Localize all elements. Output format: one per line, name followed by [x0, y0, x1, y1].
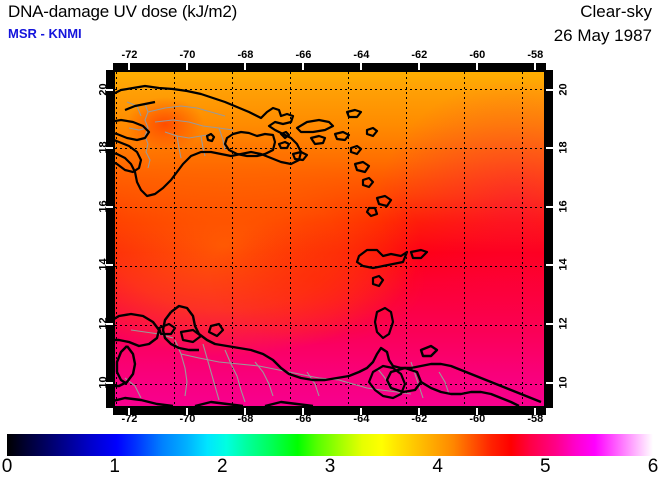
lat-tick-label-right: 12 [557, 317, 570, 330]
lon-tick-label-bottom: -60 [469, 413, 486, 425]
lat-tick-label-right: 20 [557, 82, 570, 96]
lat-tick-label-right: 18 [557, 141, 570, 154]
lon-tick-mark [244, 63, 246, 70]
lon-tick-label-top: -68 [237, 49, 254, 61]
lon-tick-mark [534, 408, 536, 415]
uv-dose-map[interactable] [113, 70, 546, 408]
lon-tick-mark [186, 63, 188, 70]
lat-tick-label-right: 10 [557, 375, 570, 389]
lon-tick-mark [128, 408, 130, 415]
page-title: DNA-damage UV dose (kJ/m2) [8, 2, 238, 21]
lon-tick-label-top: -70 [179, 49, 196, 61]
lon-tick-mark [360, 408, 362, 415]
colorbar-tick-label: 3 [324, 456, 336, 477]
lon-tick-label-bottom: -68 [237, 413, 254, 425]
lon-tick-mark [360, 63, 362, 70]
lon-tick-label-bottom: -70 [179, 413, 196, 425]
lat-tick-mark [546, 206, 553, 208]
colorbar-tick-label: 5 [540, 456, 551, 477]
sky-condition-label: Clear-sky [580, 2, 652, 21]
lon-tick-label-top: -58 [527, 49, 544, 61]
lat-tick-mark [106, 206, 113, 208]
lon-tick-mark [418, 408, 420, 415]
axis-right-bar [546, 70, 553, 408]
colorbar-tick-label: 0 [1, 456, 13, 477]
axis-bottom-bar [113, 408, 546, 415]
map-plot-area [115, 72, 544, 406]
lon-tick-mark [476, 63, 478, 70]
lon-tick-label-top: -60 [469, 49, 486, 61]
lon-tick-label-top: -62 [411, 49, 428, 61]
lon-tick-mark [186, 408, 188, 415]
lon-tick-label-top: -64 [353, 49, 370, 61]
lon-tick-label-bottom: -72 [121, 413, 138, 425]
lat-tick-mark [106, 382, 113, 384]
lon-tick-label-bottom: -62 [411, 413, 428, 425]
lon-tick-mark [302, 63, 304, 70]
lat-tick-mark [546, 323, 553, 325]
lon-tick-mark [244, 408, 246, 415]
colorbar-tick-label: 6 [647, 456, 659, 477]
lat-tick-mark [546, 147, 553, 149]
lon-tick-label-bottom: -64 [353, 413, 370, 425]
axis-left-bar [106, 70, 113, 408]
lon-tick-mark [302, 408, 304, 415]
lat-tick-mark [106, 323, 113, 325]
lat-tick-mark [106, 264, 113, 266]
lat-tick-label-right: 14 [557, 258, 570, 271]
lat-tick-mark [546, 264, 553, 266]
lon-tick-label-bottom: -58 [527, 413, 544, 425]
lon-tick-mark [128, 63, 130, 70]
dose-field-hispaniola-hotspot [115, 72, 544, 406]
lon-tick-mark [418, 63, 420, 70]
lon-tick-mark [476, 408, 478, 415]
lon-tick-mark [534, 63, 536, 70]
colorbar-tick-label: 1 [109, 456, 120, 477]
colorbar[interactable] [7, 434, 653, 456]
lon-tick-label-bottom: -66 [295, 413, 312, 425]
colorbar-tick-labels: 0 1 2 3 4 5 6 [0, 456, 660, 480]
lat-tick-mark [106, 147, 113, 149]
lat-tick-mark [106, 89, 113, 91]
colorbar-gradient [7, 434, 653, 456]
lon-tick-label-top: -72 [121, 49, 138, 61]
axis-top-bar [113, 63, 546, 70]
date-label: 26 May 1987 [553, 26, 652, 45]
colorbar-tick-label: 4 [432, 456, 443, 477]
lat-tick-mark [546, 89, 553, 91]
lon-tick-label-top: -66 [295, 49, 312, 61]
lat-tick-label-right: 16 [557, 200, 570, 213]
source-attribution: MSR - KNMI [8, 26, 82, 41]
lat-tick-mark [546, 382, 553, 384]
colorbar-tick-label: 2 [217, 456, 228, 477]
